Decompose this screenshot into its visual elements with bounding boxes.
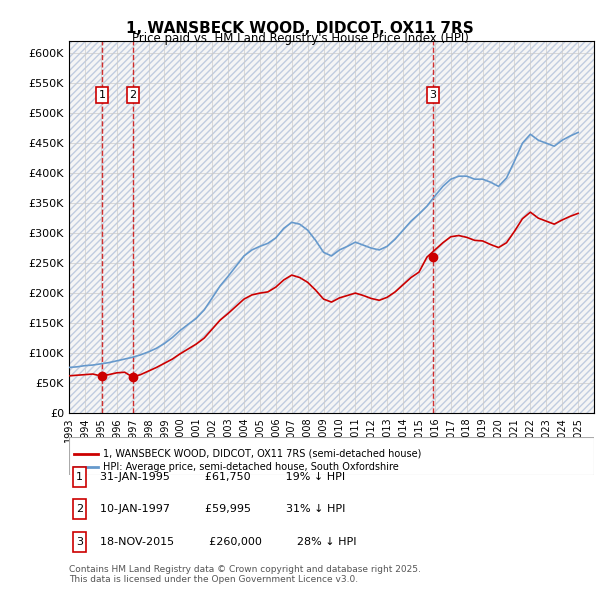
Text: 1: 1: [98, 90, 106, 100]
Text: 1, WANSBECK WOOD, DIDCOT, OX11 7RS (semi-detached house): 1, WANSBECK WOOD, DIDCOT, OX11 7RS (semi…: [103, 449, 421, 459]
Text: 10-JAN-1997          £59,995          31% ↓ HPI: 10-JAN-1997 £59,995 31% ↓ HPI: [93, 504, 346, 514]
Text: 3: 3: [76, 537, 83, 546]
Text: 1, WANSBECK WOOD, DIDCOT, OX11 7RS: 1, WANSBECK WOOD, DIDCOT, OX11 7RS: [126, 21, 474, 35]
Text: 2: 2: [76, 504, 83, 514]
Text: 18-NOV-2015          £260,000          28% ↓ HPI: 18-NOV-2015 £260,000 28% ↓ HPI: [93, 537, 356, 546]
Text: 31-JAN-1995          £61,750          19% ↓ HPI: 31-JAN-1995 £61,750 19% ↓ HPI: [93, 472, 345, 481]
Text: Contains HM Land Registry data © Crown copyright and database right 2025.
This d: Contains HM Land Registry data © Crown c…: [69, 565, 421, 584]
Text: 1: 1: [76, 472, 83, 481]
Text: 3: 3: [430, 90, 437, 100]
Text: HPI: Average price, semi-detached house, South Oxfordshire: HPI: Average price, semi-detached house,…: [103, 461, 399, 471]
Text: Price paid vs. HM Land Registry's House Price Index (HPI): Price paid vs. HM Land Registry's House …: [131, 32, 469, 45]
Text: 2: 2: [130, 90, 137, 100]
